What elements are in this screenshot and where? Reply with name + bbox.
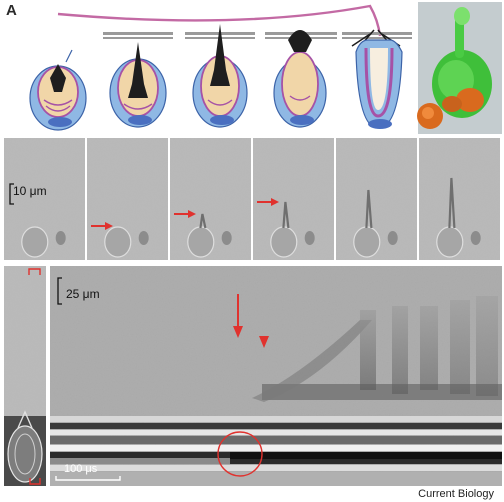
discharge-arrow xyxy=(233,294,243,338)
video-frame-2 xyxy=(87,138,168,260)
scale-bar-label-c-horizontal: 100 μs xyxy=(64,463,98,475)
stage-4-capsule xyxy=(265,30,337,128)
journal-credit: Current Biology xyxy=(418,488,494,500)
stage-5-capsule xyxy=(342,29,412,129)
panel-label-a: A xyxy=(6,2,17,19)
vertical-scale-bar xyxy=(57,277,62,305)
strip-bottom-bracket xyxy=(29,478,41,485)
video-frame-6 xyxy=(419,138,500,260)
strip-top-bracket xyxy=(28,268,41,275)
stage-1-capsule xyxy=(29,49,87,131)
discharge-arrowhead xyxy=(259,336,269,348)
scale-bar-label-b: 10 μm xyxy=(13,184,47,198)
kymograph-image xyxy=(50,266,502,486)
discharge-diagonal xyxy=(252,320,372,402)
horizontal-scale-bar xyxy=(55,476,121,481)
panel-c-kymograph xyxy=(4,266,502,486)
panel-b-frames xyxy=(4,138,500,260)
tubule-filament xyxy=(57,4,382,37)
video-frame-4 xyxy=(253,138,334,260)
red-arrow-3 xyxy=(188,210,196,218)
red-arrow-2 xyxy=(105,222,113,230)
video-frame-1 xyxy=(4,138,85,260)
stage-3-capsule xyxy=(185,24,255,128)
discharge-circle xyxy=(217,431,263,477)
video-frame-5 xyxy=(336,138,417,260)
fluorescence-micrograph xyxy=(417,2,502,134)
frame-strip xyxy=(4,138,500,260)
video-frame-3 xyxy=(170,138,251,260)
red-arrow-4 xyxy=(271,198,279,206)
stage-2-capsule xyxy=(103,32,173,128)
panel-a-diagram xyxy=(29,2,502,134)
scale-bar-label-c-vertical: 25 μm xyxy=(66,287,100,301)
scale-bar-b xyxy=(9,183,14,205)
side-strip-image xyxy=(4,266,46,486)
